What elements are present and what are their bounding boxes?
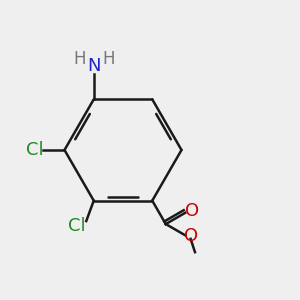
Text: O: O [184,227,198,245]
Text: Cl: Cl [26,141,43,159]
Text: O: O [185,202,199,220]
Text: H: H [102,50,114,68]
Text: N: N [87,57,101,75]
Text: Cl: Cl [68,217,85,235]
Text: H: H [73,50,86,68]
